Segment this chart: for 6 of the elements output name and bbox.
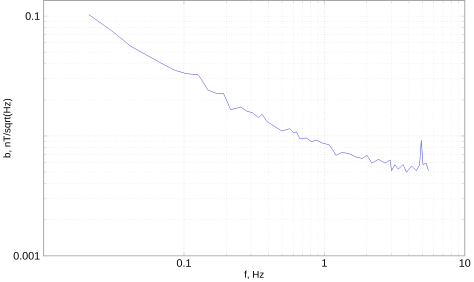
x-tick-label: 10 <box>460 259 470 267</box>
y-tick-label: 0.001 <box>14 252 40 260</box>
x-tick-label: 1 <box>322 259 327 267</box>
x-axis-title: f, Hz <box>244 270 264 279</box>
y-axis-title: b, nT/sqrt(Hz) <box>3 98 12 158</box>
x-tick-label: 0.1 <box>176 259 191 267</box>
